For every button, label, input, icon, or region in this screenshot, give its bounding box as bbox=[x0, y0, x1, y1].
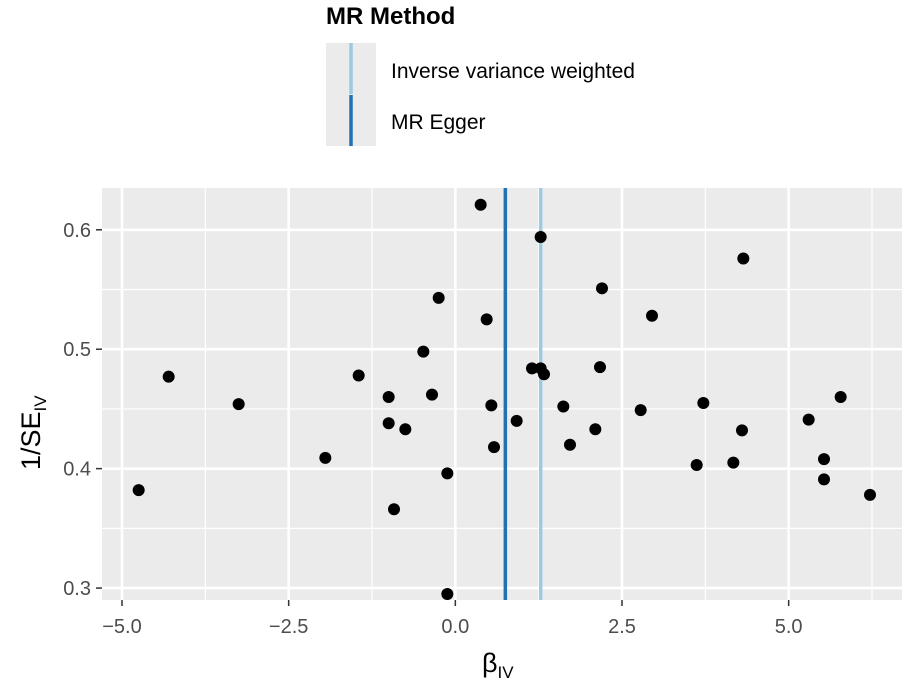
y-axis: 0.3 0.4 0.5 0.6 bbox=[63, 220, 102, 600]
legend-label-ivw: Inverse variance weighted bbox=[391, 60, 635, 83]
data-point bbox=[526, 362, 538, 375]
data-point bbox=[534, 230, 547, 243]
data-point bbox=[132, 484, 145, 497]
data-point bbox=[736, 424, 748, 437]
data-point bbox=[818, 453, 830, 466]
y-tick-label: 0.6 bbox=[63, 220, 91, 242]
x-tick-label: 2.5 bbox=[608, 616, 636, 638]
data-point bbox=[596, 282, 608, 295]
data-point bbox=[488, 441, 500, 454]
data-point bbox=[319, 451, 332, 464]
legend: MR Method Inverse variance weighted MR E… bbox=[326, 3, 635, 146]
data-point bbox=[485, 399, 498, 412]
data-point bbox=[382, 417, 395, 430]
data-point bbox=[646, 309, 658, 322]
data-point bbox=[834, 390, 847, 403]
data-point bbox=[441, 588, 454, 601]
data-point bbox=[382, 390, 395, 403]
y-axis-title-subscript: IV bbox=[31, 395, 50, 412]
x-tick-label: −5.0 bbox=[102, 616, 141, 638]
data-point bbox=[864, 488, 876, 501]
data-point bbox=[426, 388, 438, 401]
x-tick-label: −2.5 bbox=[269, 616, 308, 638]
x-axis-title-main: β bbox=[482, 648, 498, 678]
data-point bbox=[162, 370, 175, 383]
grid-major bbox=[102, 188, 902, 600]
data-point bbox=[232, 398, 245, 411]
data-point bbox=[352, 369, 365, 382]
y-axis-title: 1/SEIV bbox=[16, 395, 50, 470]
data-point bbox=[802, 413, 815, 426]
data-point bbox=[510, 414, 523, 427]
data-point bbox=[737, 252, 750, 265]
data-point bbox=[399, 423, 412, 436]
data-point bbox=[727, 456, 740, 469]
data-point bbox=[690, 459, 703, 472]
legend-title: MR Method bbox=[326, 3, 455, 30]
data-point bbox=[441, 467, 454, 480]
data-point bbox=[589, 423, 602, 436]
y-axis-title-main: 1/SE bbox=[16, 411, 46, 470]
data-point bbox=[388, 503, 400, 516]
x-tick-label: 5.0 bbox=[775, 616, 803, 638]
data-points bbox=[132, 198, 876, 601]
data-point bbox=[594, 361, 606, 374]
x-tick-label: 0.0 bbox=[441, 616, 469, 638]
x-axis: −5.0 −2.5 0.0 2.5 5.0 bbox=[102, 600, 803, 638]
data-point bbox=[634, 404, 647, 417]
y-tick-label: 0.3 bbox=[63, 578, 91, 600]
y-tick-label: 0.4 bbox=[63, 459, 91, 481]
data-point bbox=[474, 198, 487, 211]
plot-panel bbox=[102, 188, 902, 600]
method-lines bbox=[503, 188, 543, 600]
data-point bbox=[564, 438, 576, 451]
data-point bbox=[697, 396, 710, 409]
data-point bbox=[417, 345, 430, 358]
x-axis-title-subscript: IV bbox=[498, 663, 515, 682]
data-point bbox=[557, 400, 570, 413]
x-axis-title: βIV bbox=[482, 648, 514, 682]
data-point bbox=[480, 313, 493, 326]
legend-label-egger: MR Egger bbox=[391, 111, 486, 134]
y-tick-label: 0.5 bbox=[63, 339, 91, 361]
data-point bbox=[538, 368, 550, 381]
data-point bbox=[818, 473, 830, 486]
data-point bbox=[432, 291, 445, 304]
